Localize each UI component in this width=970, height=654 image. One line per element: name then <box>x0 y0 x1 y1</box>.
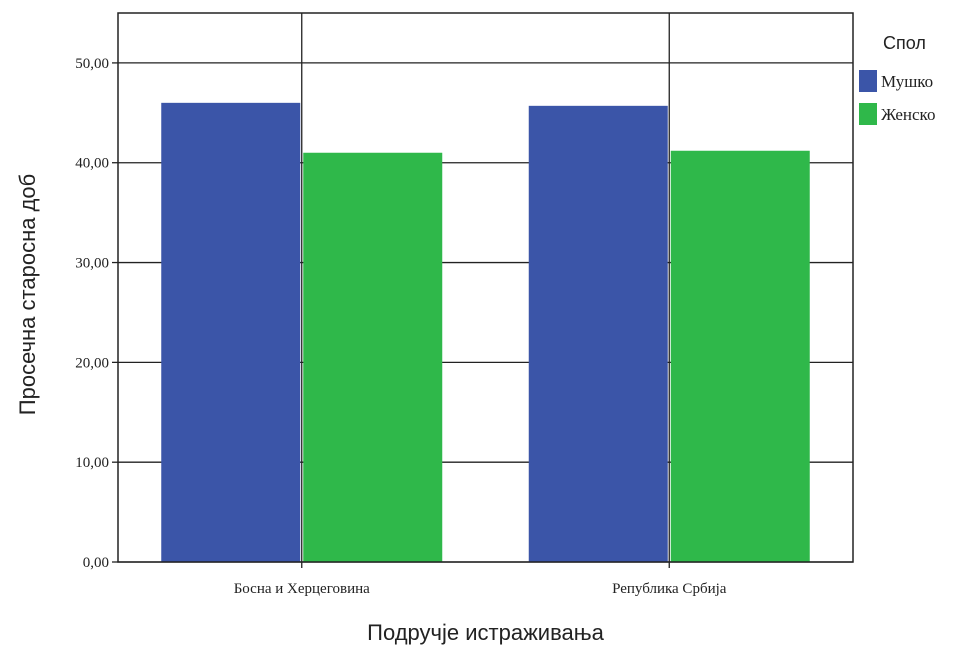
y-axis-ticks: 0,00 10,00 20,00 30,00 40,00 50,00 <box>75 56 670 571</box>
legend-swatch <box>859 70 877 92</box>
x-axis-categories: Босна и Херцеговина Република Србија <box>234 581 727 597</box>
plot-frame <box>117 12 854 563</box>
y-tick-label: 50,00 <box>75 56 109 72</box>
x-category-label: Босна и Херцеговина <box>234 581 370 597</box>
bar <box>303 152 443 562</box>
y-tick-label: 30,00 <box>75 256 109 272</box>
y-tick-label: 20,00 <box>75 355 109 371</box>
legend-label: Женско <box>881 105 935 124</box>
bar <box>670 150 810 562</box>
legend-title: Спол <box>883 33 926 53</box>
bar <box>528 105 668 563</box>
y-tick-label: 40,00 <box>75 156 109 172</box>
bar <box>161 102 301 562</box>
legend-label: Мушко <box>881 72 933 91</box>
y-tick-label: 0,00 <box>83 555 109 571</box>
legend-swatch <box>859 103 877 125</box>
y-axis-title: Просечна старосна доб <box>15 174 40 415</box>
y-tick-label: 10,00 <box>75 455 109 471</box>
legend: Спол Мушко Женско <box>859 33 935 125</box>
x-category-label: Република Србија <box>612 581 727 597</box>
x-axis-title: Подручје истраживања <box>367 620 604 645</box>
bars <box>161 102 810 563</box>
